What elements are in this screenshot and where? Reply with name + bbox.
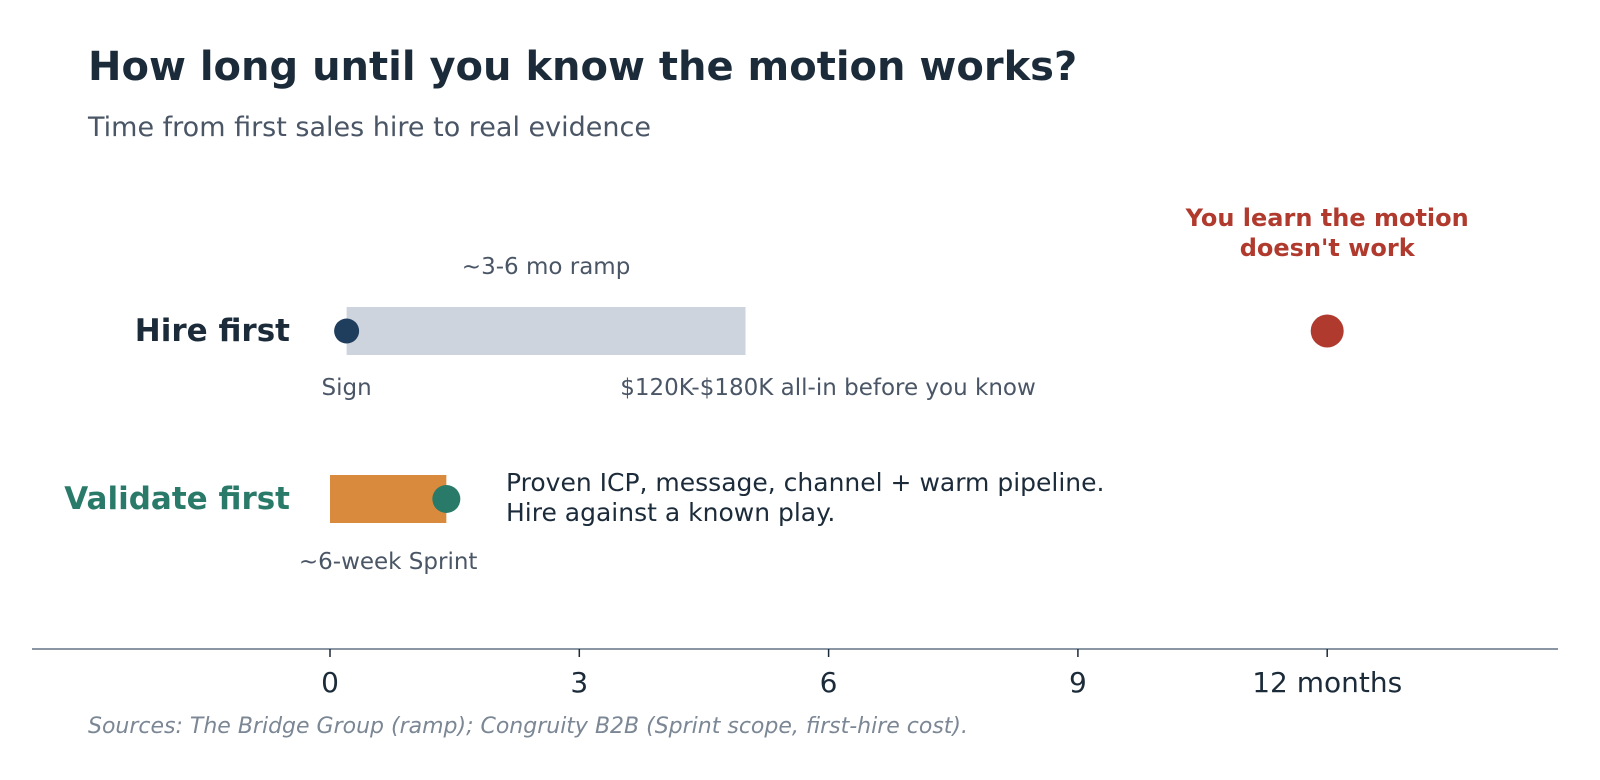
x-tick-label: 6 <box>820 666 838 699</box>
ramp-bar <box>346 307 746 355</box>
fail-marker <box>1310 314 1344 348</box>
row-label-hire-first: Hire first <box>135 313 290 349</box>
sign-label: Sign <box>322 375 372 401</box>
chart-title: How long until you know the motion works… <box>88 44 1078 90</box>
x-tick-label: 0 <box>321 666 339 699</box>
ramp-bar-label: ~3-6 mo ramp <box>462 254 631 280</box>
source-note: Sources: The Bridge Group (ramp); Congru… <box>88 714 968 739</box>
cost-note: $120K-$180K all-in before you know <box>620 375 1036 401</box>
x-tick-label: 9 <box>1069 666 1087 699</box>
validate-note-line-2: Hire against a known play. <box>506 498 835 527</box>
x-tick-label: 3 <box>570 666 588 699</box>
row-label-validate-first: Validate first <box>64 481 290 517</box>
validate-note-line-1: Proven ICP, message, channel + warm pipe… <box>506 468 1104 497</box>
chart-subtitle: Time from first sales hire to real evide… <box>88 112 651 143</box>
sprint-bar <box>330 475 447 523</box>
fail-label-line-2: doesn't work <box>1240 234 1416 262</box>
sprint-bar-label: ~6-week Sprint <box>299 549 478 575</box>
fail-label-line-1: You learn the motion <box>1185 204 1469 232</box>
validated-marker <box>432 485 461 513</box>
x-tick-label: 12 months <box>1252 666 1402 699</box>
sign-marker <box>334 318 360 344</box>
